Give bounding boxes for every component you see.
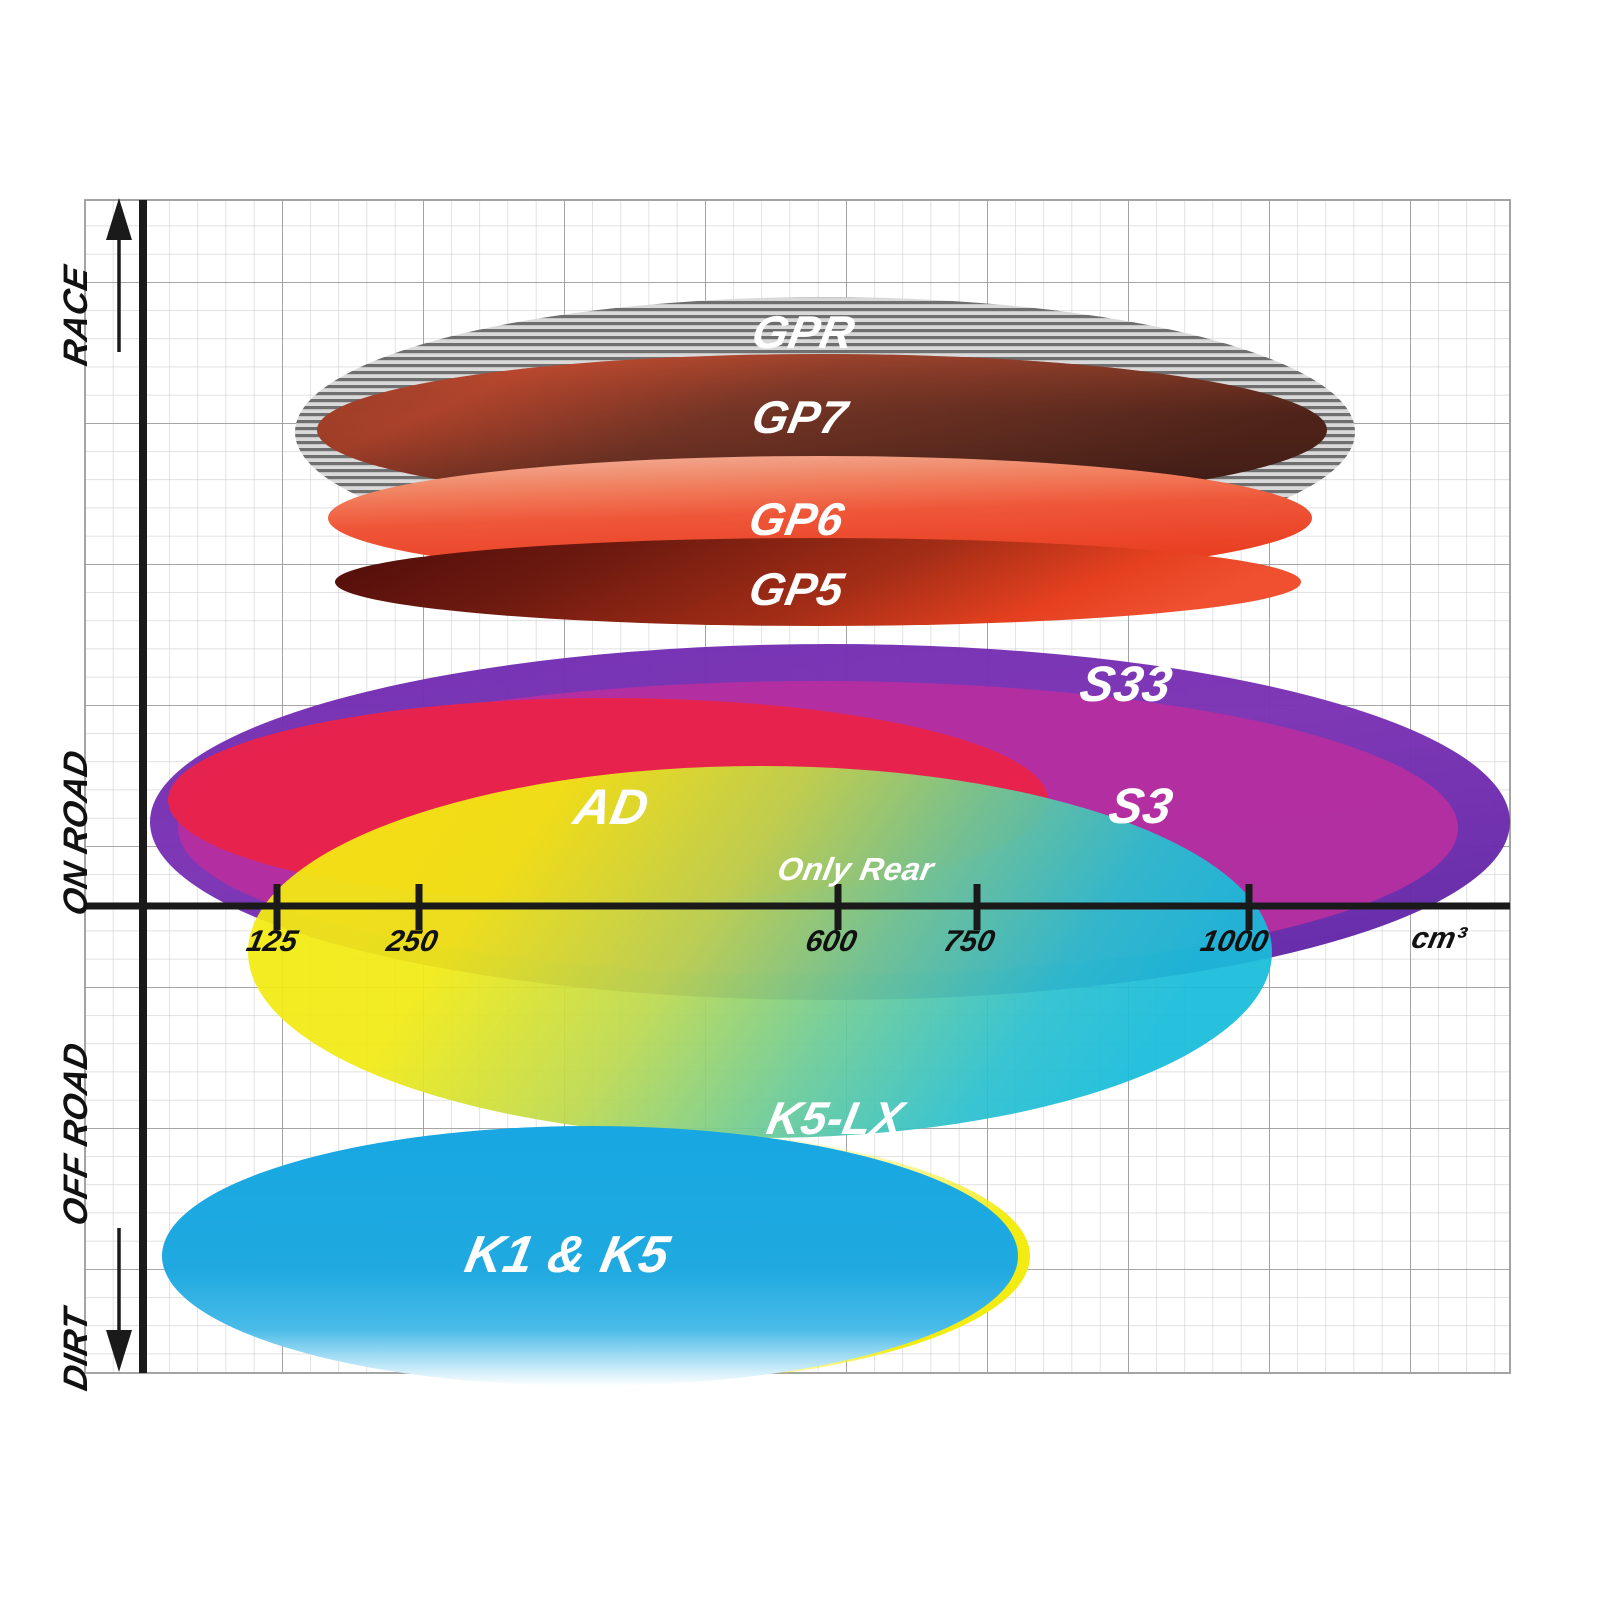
series-label-s3: S3 — [1104, 778, 1178, 834]
x-axis-unit-label: cm³ — [1408, 922, 1469, 955]
series-label-gp7: GP7 — [747, 391, 852, 443]
dirt-arrow-icon — [106, 1228, 132, 1372]
x-tick-label-1000: 1000 — [1197, 925, 1272, 958]
x-axis-ticks — [273, 884, 1253, 930]
x-tick-label-600: 600 — [802, 925, 860, 958]
series-label-ad: AD — [569, 779, 654, 835]
race-arrow-icon — [106, 198, 132, 352]
series-k5lx — [248, 766, 1272, 1138]
series-label-gp6: GP6 — [744, 493, 849, 545]
chart-series-group — [150, 297, 1510, 1373]
series-label-k5lx: K5-LX — [762, 1092, 909, 1144]
series-k1k5-overflow — [403, 1373, 777, 1386]
y-axis-label-dirt: DIRT — [57, 1304, 95, 1394]
series-label-gp5: GP5 — [744, 563, 849, 615]
chart-axes — [85, 198, 1510, 1373]
y-axis-label-race: RACE — [57, 262, 95, 369]
y-axis-label-off-road: OFF ROAD — [57, 1039, 95, 1229]
series-label-gpr: GPR — [747, 306, 860, 358]
series-gp5 — [335, 538, 1301, 626]
x-tick-label-250: 250 — [383, 925, 441, 958]
y-axis-label-on-road: ON ROAD — [57, 746, 95, 919]
series-label-s33: S33 — [1075, 656, 1177, 712]
series-k1k5 — [162, 1126, 1030, 1373]
x-tick-label-750: 750 — [940, 925, 998, 958]
series-label-k1k5: K1 & K5 — [460, 1226, 675, 1284]
x-tick-label-125: 125 — [243, 925, 301, 958]
annotation-only-rear: Only Rear — [774, 851, 938, 887]
